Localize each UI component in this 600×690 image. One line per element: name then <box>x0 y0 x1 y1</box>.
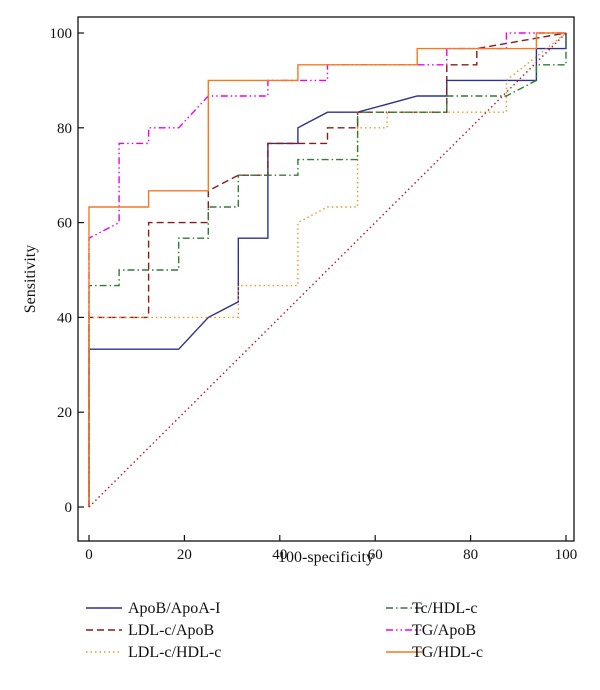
legend-label: TG/ApoB <box>412 622 476 639</box>
y-tick-label: 20 <box>57 405 72 421</box>
y-tick-label: 80 <box>57 121 72 137</box>
y-tick-label: 40 <box>57 310 72 326</box>
plot-frame <box>77 16 575 542</box>
x-axis-title: 100-specificity <box>278 549 374 566</box>
x-axis-ticks: 0 20 40 60 80 100 <box>85 535 577 563</box>
y-tick-label: 0 <box>65 500 73 516</box>
series-line-tc-hdl-c <box>88 33 567 507</box>
x-tick-label: 40 <box>272 547 287 563</box>
y-tick-label: 60 <box>57 216 72 232</box>
x-tick-label: 60 <box>368 547 383 563</box>
x-tick-label: 80 <box>463 547 478 563</box>
series-line-ldl-c-apob <box>88 32 567 507</box>
legend-label: LDL-c/HDL-c <box>128 644 221 661</box>
y-tick-label: 100 <box>50 26 73 42</box>
legend: ApoB/ApoA-I LDL-c/ApoB LDL-c/HDL-c Tc/HDL-c… <box>86 600 483 661</box>
legend-label: Tc/HDL-c <box>412 600 478 617</box>
series-line-tg-hdl-c <box>88 32 566 507</box>
x-tick-label: 100 <box>555 547 578 563</box>
y-axis-title: Sensitivity <box>22 245 39 313</box>
legend-label: ApoB/ApoA-I <box>128 600 220 617</box>
series-layer <box>88 32 567 508</box>
y-axis-ticks: 0 20 40 60 80 100 <box>50 26 84 516</box>
x-tick-label: 0 <box>85 547 93 563</box>
legend-label: LDL-c/ApoB <box>128 622 214 639</box>
legend-label: TG/HDL-c <box>412 644 483 661</box>
x-tick-label: 20 <box>177 547 192 563</box>
series-line-apob-apoa-i <box>88 33 567 507</box>
